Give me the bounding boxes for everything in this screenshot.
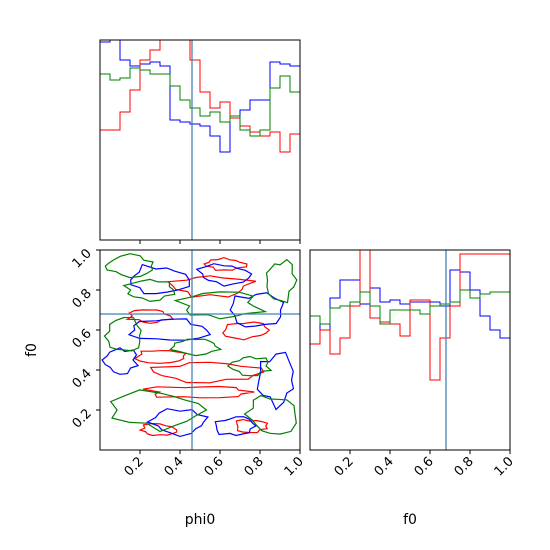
contour-1-ring-9 <box>203 256 248 271</box>
contour-3-ring-9 <box>226 355 273 377</box>
contour-1-ring-7 <box>235 418 269 434</box>
phi0-x-tick-label-3: 0.6 <box>202 454 227 479</box>
contour-1-ring-8 <box>138 422 178 437</box>
f0-x-tick-label-1: 0.2 <box>332 454 357 479</box>
y-axis-label-f0: f0 <box>24 343 40 357</box>
contour-3-ring-7 <box>169 338 223 357</box>
contour-1-ring-2 <box>142 385 255 399</box>
contour-1-ring-5 <box>133 349 188 364</box>
axes-frame-f0-hist <box>309 249 511 451</box>
f0-y-tick-label-2: 0.4 <box>70 366 95 391</box>
phi0-x-tick-label-2: 0.4 <box>162 454 187 479</box>
contour-1-ring-3 <box>166 275 257 298</box>
hist-phi0-series-1 <box>100 39 300 153</box>
phi0-x-tick-label-5: 1.0 <box>282 454 307 479</box>
contour-2-ring-6 <box>214 416 257 437</box>
x-axis-label-f0: f0 <box>403 512 417 528</box>
contour-3-ring-6 <box>265 258 298 304</box>
contour-2-ring-3 <box>229 292 285 328</box>
contour-2-ring-1 <box>130 263 190 295</box>
contour-2-ring-5 <box>145 408 210 438</box>
contour-1-ring-1 <box>149 361 265 384</box>
panel-phi0-histogram <box>99 39 301 244</box>
f0-y-tick-label-3: 0.6 <box>70 326 95 351</box>
contour-3-ring-8 <box>122 278 176 303</box>
hist-phi0-series-3 <box>100 67 300 137</box>
axes-frame-2d <box>99 249 301 451</box>
x-axis-label-phi0: phi0 <box>185 512 216 528</box>
f0-x-tick-label-2: 0.4 <box>372 454 397 479</box>
hist-phi0-series-2 <box>100 39 300 153</box>
contour-3-ring-2 <box>109 389 208 433</box>
panel-2d-contour: 0.2 0.4 0.6 0.8 1.0 0.2 0.4 0.6 0.8 1.0 <box>70 246 307 479</box>
panel-f0-histogram: 0.2 0.4 0.6 0.8 1.0 <box>309 249 517 479</box>
f0-x-tick-label-4: 0.8 <box>452 454 477 479</box>
f0-y-tick-label-1: 0.2 <box>70 406 95 431</box>
axes-frame-phi0-hist <box>99 39 301 241</box>
contour-2-ring-8 <box>195 263 253 287</box>
contour-1-ring-4 <box>222 321 271 341</box>
contour-3-ring-3 <box>103 316 142 352</box>
hist-f0-series-2 <box>310 249 510 381</box>
f0-x-tick-label-5: 1.0 <box>492 454 517 479</box>
contour-3-ring-1 <box>104 253 154 279</box>
f0-y-tick-label-5: 1.0 <box>70 246 95 271</box>
f0-y-tick-label-4: 0.8 <box>70 286 95 311</box>
f0-x-tick-label-3: 0.6 <box>412 454 437 479</box>
hist-f0-series-3 <box>310 289 510 325</box>
phi0-x-tick-label-1: 0.2 <box>122 454 147 479</box>
contour-3-ring-5 <box>173 291 268 320</box>
contour-1-ring-6 <box>125 309 175 324</box>
contour-2-ring-7 <box>101 347 140 375</box>
phi0-x-tick-label-4: 0.8 <box>242 454 267 479</box>
contour-3-ring-4 <box>243 394 297 435</box>
